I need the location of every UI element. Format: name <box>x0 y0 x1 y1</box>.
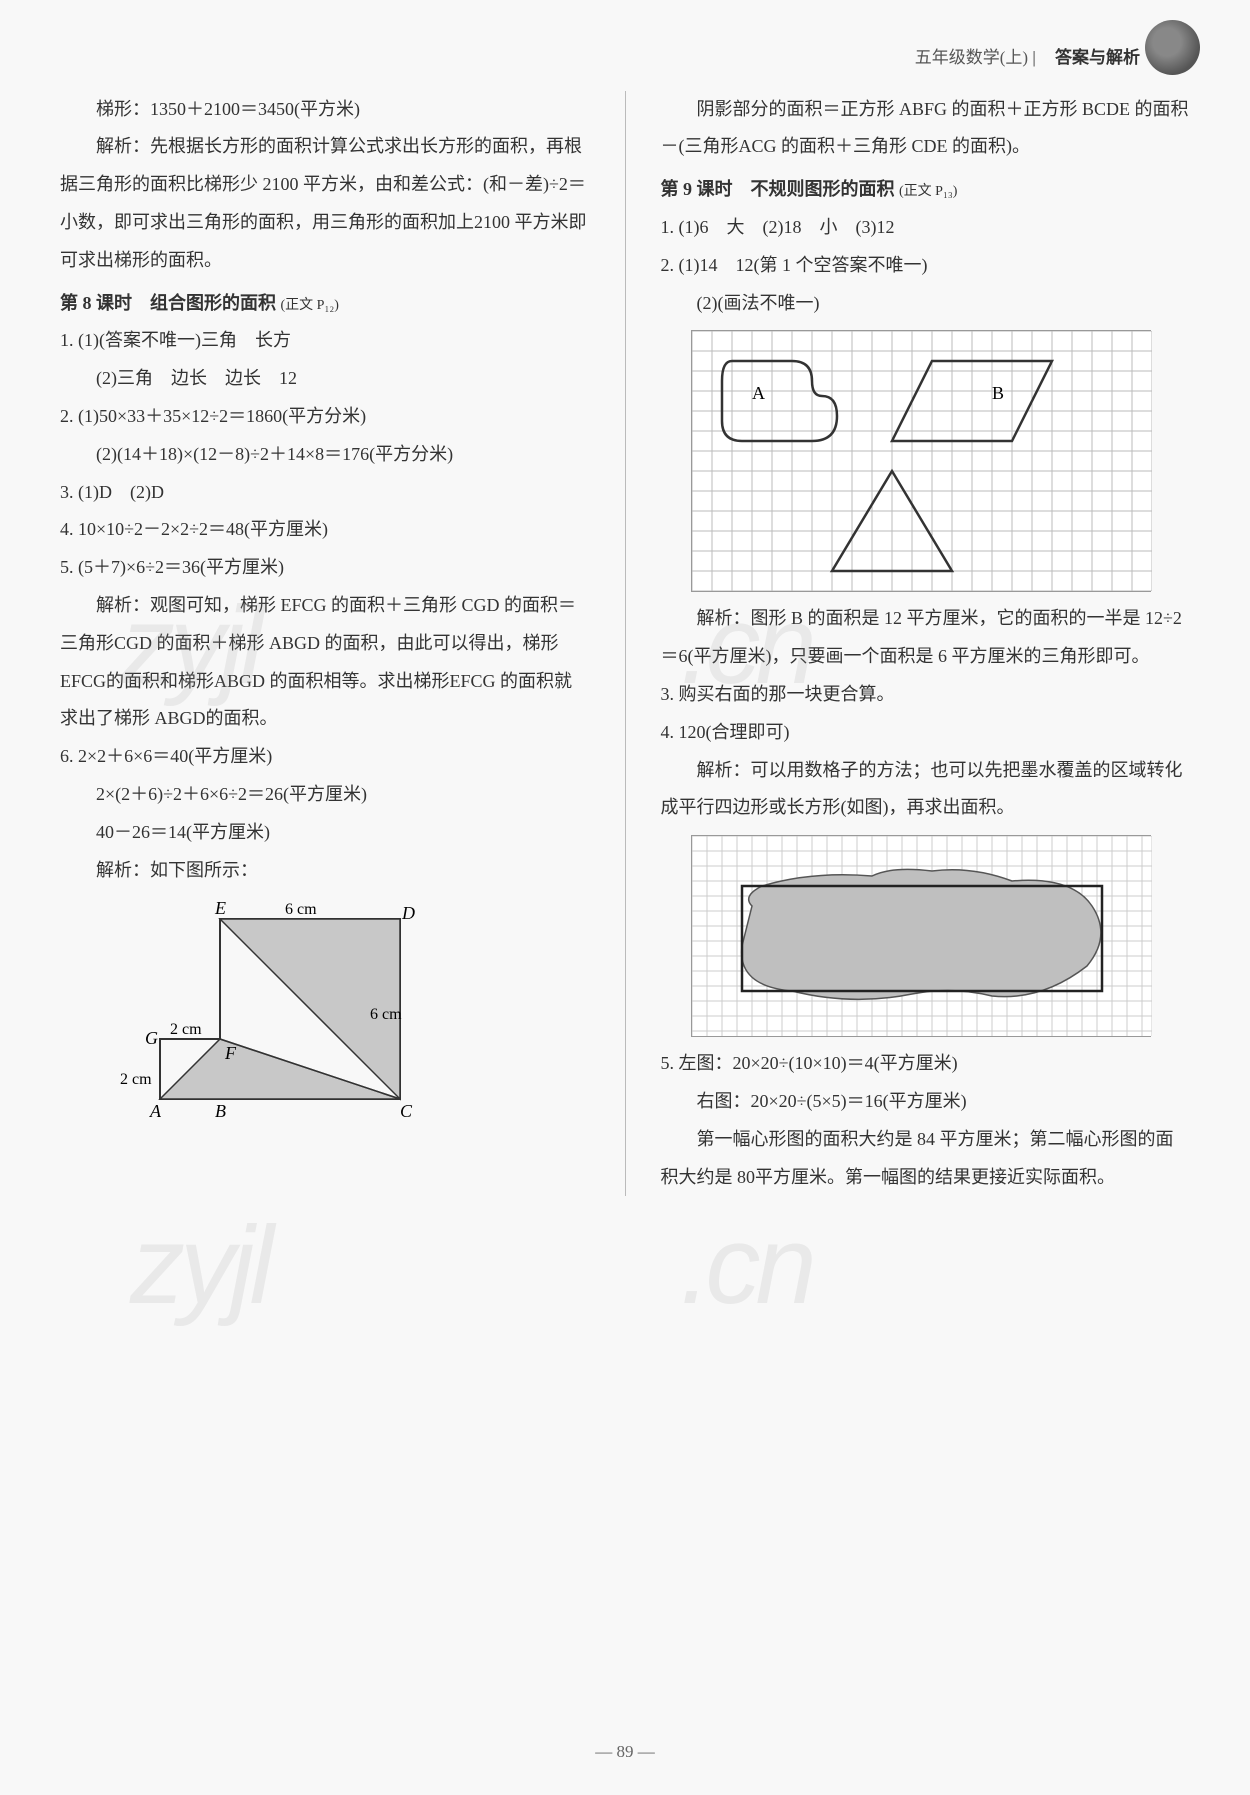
q2-1: 2. (1)50×33＋35×12÷2＝1860(平方分米) <box>60 398 590 436</box>
label-2cm-top: 2 cm <box>170 1021 202 1038</box>
section-label: 答案与解析 <box>1055 48 1140 67</box>
q1-2: (2)三角 边长 边长 12 <box>60 360 590 398</box>
r-q2-analysis: 解析：图形 B 的面积是 12 平方厘米，它的面积的一半是 12÷2＝6(平方厘… <box>661 600 1191 676</box>
label-6cm-right: 6 cm <box>370 1006 402 1023</box>
mascot-icon <box>1145 20 1200 75</box>
label-B: B <box>215 1101 226 1121</box>
shape-b-label: B <box>992 383 1004 403</box>
label-A: A <box>149 1101 162 1121</box>
page-header: 五年级数学(上) | 答案与解析 <box>60 40 1190 76</box>
r-q4-analysis: 解析：可以用数格子的方法；也可以先把墨水覆盖的区域转化成平行四边形或长方形(如图… <box>661 752 1191 828</box>
q6-2: 2×(2＋6)÷2＋6×6÷2＝26(平方厘米) <box>60 776 590 814</box>
figure-combined-squares: E D G F A B C 6 cm 2 cm 2 cm 6 cm <box>120 899 590 1163</box>
lesson-8-title: 第 8 课时 组合图形的面积 (正文 P₁₂) <box>60 285 590 323</box>
label-G: G <box>145 1028 158 1048</box>
q2-2: (2)(14＋18)×(12－8)÷2＋14×8＝176(平方分米) <box>60 436 590 474</box>
r-q2-1: 2. (1)14 12(第 1 个空答案不唯一) <box>661 247 1191 285</box>
left-column: 梯形：1350＋2100＝3450(平方米) 解析：先根据长方形的面积计算公式求… <box>60 91 590 1197</box>
r-p1: 阴影部分的面积＝正方形 ABFG 的面积＋正方形 BCDE 的面积－(三角形AC… <box>661 91 1191 167</box>
lesson-9-text: 第 9 课时 不规则图形的面积 <box>661 179 895 199</box>
r-q3: 3. 购买右面的那一块更合算。 <box>661 676 1191 714</box>
figure-ink-blot <box>691 835 1151 1037</box>
q1-1: 1. (1)(答案不唯一)三角 长方 <box>60 322 590 360</box>
page-number: 89 <box>0 1734 1250 1770</box>
q5-analysis: 解析：观图可知，梯形 EFCG 的面积＋三角形 CGD 的面积＝三角形CGD 的… <box>60 587 590 738</box>
lesson-8-ref: (正文 P₁₂) <box>281 298 339 313</box>
r-q5-2: 右图：20×20÷(5×5)＝16(平方厘米) <box>661 1083 1191 1121</box>
subject-label: 五年级数学(上) <box>915 48 1028 67</box>
lesson-9-title: 第 9 课时 不规则图形的面积 (正文 P₁₃) <box>661 171 1191 209</box>
lesson-9-ref: (正文 P₁₃) <box>899 184 957 199</box>
label-2cm-left: 2 cm <box>120 1071 152 1088</box>
lesson-8-text: 第 8 课时 组合图形的面积 <box>60 293 276 313</box>
header-divider: | <box>1032 48 1040 67</box>
right-column: 阴影部分的面积＝正方形 ABFG 的面积＋正方形 BCDE 的面积－(三角形AC… <box>661 91 1191 1197</box>
content-columns: 梯形：1350＋2100＝3450(平方米) 解析：先根据长方形的面积计算公式求… <box>60 91 1190 1197</box>
r-q5-1: 5. 左图：20×20÷(10×10)＝4(平方厘米) <box>661 1045 1191 1083</box>
figure-grid-shapes: A B <box>691 330 1151 592</box>
para-trapezoid: 梯形：1350＋2100＝3450(平方米) <box>60 91 590 129</box>
q6-1: 6. 2×2＋6×6＝40(平方厘米) <box>60 738 590 776</box>
q6-analysis: 解析：如下图所示： <box>60 852 590 890</box>
q6-3: 40－26＝14(平方厘米) <box>60 814 590 852</box>
label-E: E <box>214 899 226 918</box>
r-q4: 4. 120(合理即可) <box>661 714 1191 752</box>
r-q1: 1. (1)6 大 (2)18 小 (3)12 <box>661 209 1191 247</box>
r-q5-3: 第一幅心形图的面积大约是 84 平方厘米；第二幅心形图的面积大约是 80平方厘米… <box>661 1121 1191 1197</box>
label-6cm-top: 6 cm <box>285 901 317 918</box>
q4: 4. 10×10÷2－2×2÷2＝48(平方厘米) <box>60 511 590 549</box>
r-q2-2: (2)(画法不唯一) <box>661 285 1191 323</box>
shape-a-label: A <box>752 383 765 403</box>
label-D: D <box>401 903 415 923</box>
label-F: F <box>224 1043 237 1063</box>
column-divider <box>625 91 626 1197</box>
q5: 5. (5＋7)×6÷2＝36(平方厘米) <box>60 549 590 587</box>
q3: 3. (1)D (2)D <box>60 474 590 512</box>
para-analysis-1: 解析：先根据长方形的面积计算公式求出长方形的面积，再根据三角形的面积比梯形少 2… <box>60 128 590 279</box>
label-C: C <box>400 1101 413 1121</box>
